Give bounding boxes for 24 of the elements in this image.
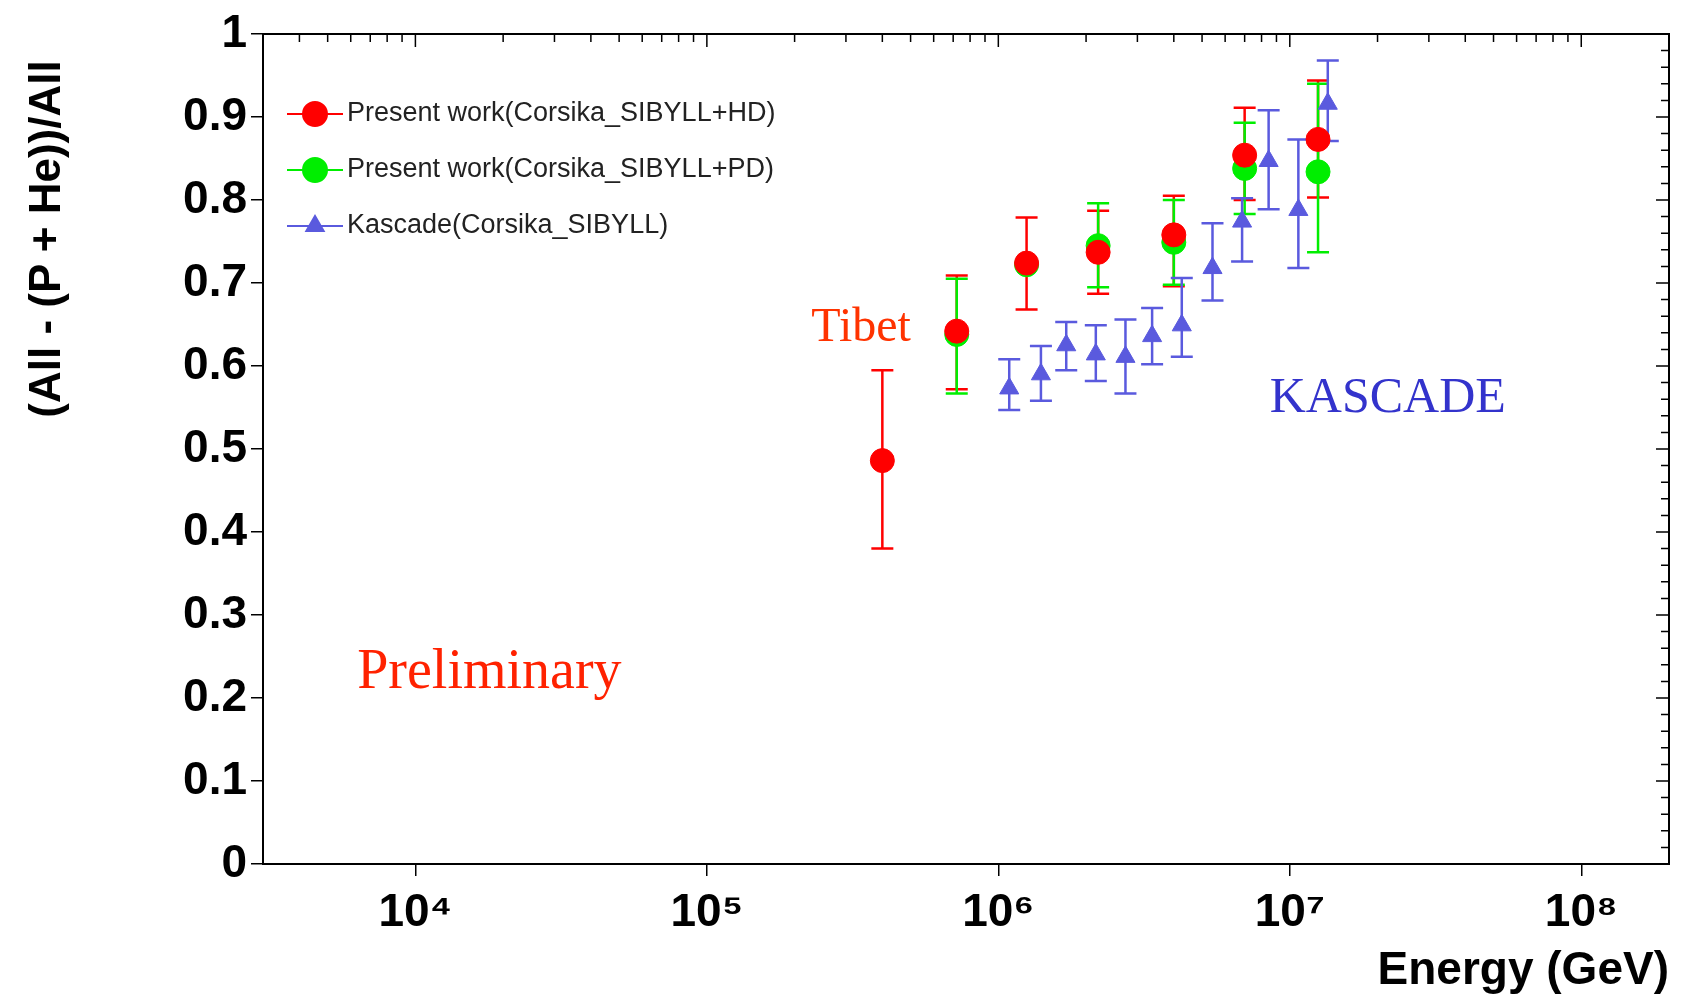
annotation: Preliminary [357,637,622,700]
legend-label: Kascade(Corsika_SIBYLL) [347,209,669,240]
x-tick-label: 10⁷ [1254,884,1325,937]
x-tick-label: 10⁵ [670,884,744,937]
annotation: KASCADE [1269,367,1506,424]
x-axis-title: Energy (GeV) [1377,942,1669,995]
y-tick-label: 0.3 [183,585,247,638]
y-tick-label: 0.8 [183,170,247,223]
y-tick-label: 0.4 [183,502,248,555]
y-tick-label: 1 [221,4,247,57]
x-tick-label: 10⁶ [962,884,1035,937]
x-tick-label: 10⁴ [378,884,453,937]
y-tick-label: 0.1 [183,751,247,804]
y-axis-title: (All - (P + He))/All [20,60,70,418]
y-tick-label: 0.9 [183,87,247,140]
legend-label: Present work(Corsika_SIBYLL+PD) [347,153,774,184]
y-tick-label: 0.5 [183,419,247,472]
x-tick-label: 10⁸ [1544,884,1618,937]
legend-label: Present work(Corsika_SIBYLL+HD) [347,97,776,128]
annotation: Tibet [811,298,912,352]
y-tick-label: 0.6 [183,336,247,389]
y-tick-label: 0.2 [183,668,247,721]
y-tick-label: 0.7 [183,253,247,306]
y-tick-label: 0 [221,834,247,887]
